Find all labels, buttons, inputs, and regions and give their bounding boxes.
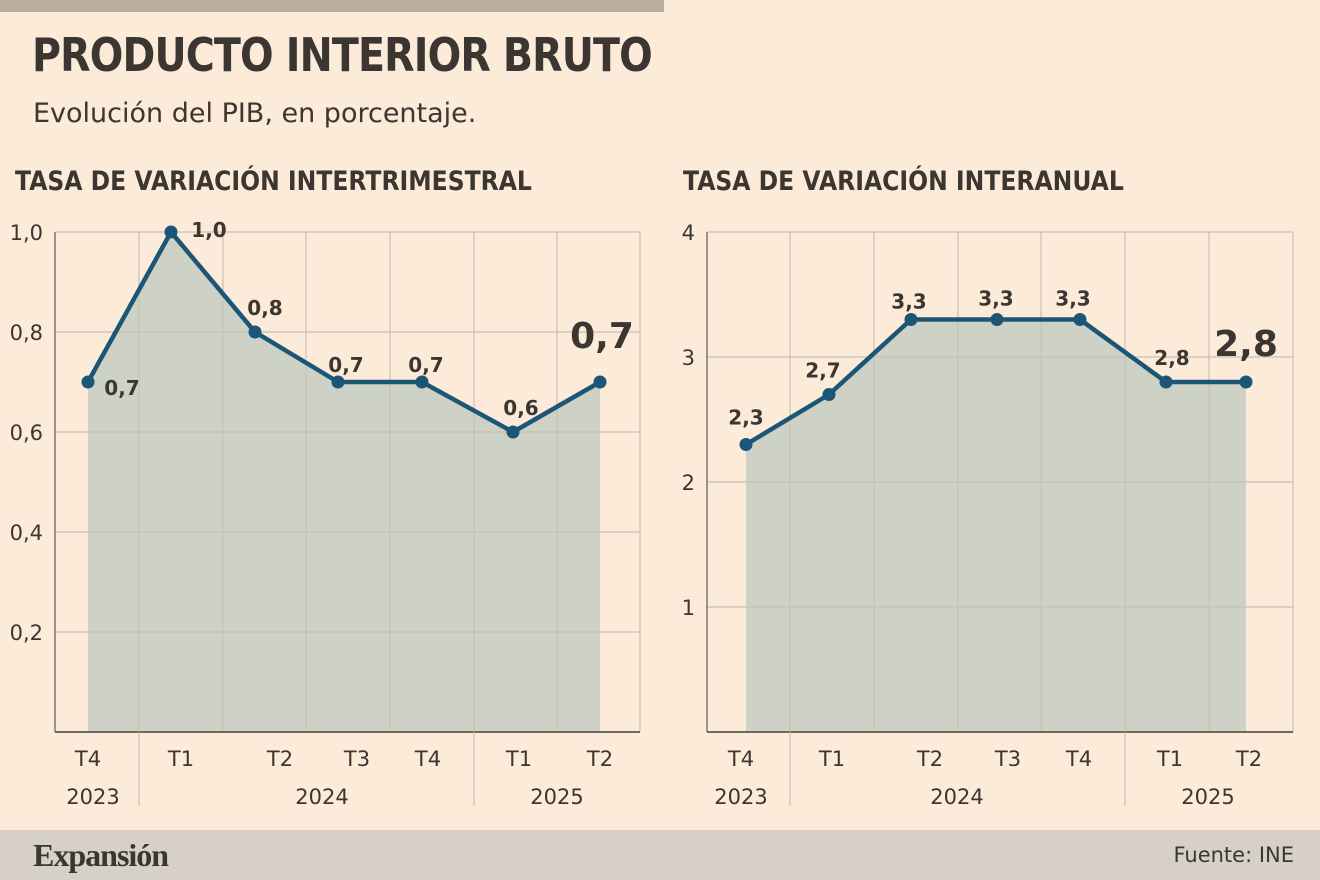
footer: Expansión Fuente: INE [0,830,1320,880]
chart-title-annual: TASA DE VARIACIÓN INTERANUAL [683,166,1124,197]
annual-x-tick-label: T4 [727,747,754,771]
annual-ytick-label: 4 [682,221,695,245]
annual-data-label: 2,8 [1154,346,1189,370]
quarterly-year-label: 2023 [66,785,119,809]
annual-area [746,319,1246,732]
annual-data-point [1239,375,1253,389]
annual-x-tick-label: T2 [916,747,943,771]
quarterly-ytick-label: 0,4 [10,521,43,545]
chart-title-quarterly: TASA DE VARIACIÓN INTERTRIMESTRAL [15,166,532,197]
quarterly-data-point [331,375,345,389]
charts-canvas: 0,2 0,4 0,6 0,8 1,0 0,7 1,0 0,8 0,7 0,7 0,6 0,7 T4 T1… [10,218,1294,809]
quarterly-year-label: 2025 [530,785,583,809]
annual-x-tick-label: T1 [1156,747,1183,771]
quarterly-data-point [81,375,95,389]
page-title: PRODUCTO INTERIOR BRUTO [32,28,653,82]
source-note: Fuente: INE [1173,843,1294,867]
annual-data-point [822,388,836,401]
quarterly-data-point [164,225,178,239]
quarterly-data-point [506,425,520,439]
annual-x-tick-label: T3 [994,747,1021,771]
top-accent-bar [0,0,664,12]
quarterly-data-label: 0,7 [104,376,139,400]
annual-x-tick-label: T1 [818,747,845,771]
annual-year-label: 2023 [714,785,767,809]
quarterly-ytick-label: 0,6 [10,421,43,445]
quarterly-data-label: 1,0 [191,218,226,242]
annual-x-tick-label: T2 [1235,747,1262,771]
quarterly-data-label: 0,6 [503,396,538,420]
quarterly-x-tick-label: T1 [167,747,194,771]
annual-data-point [739,438,753,451]
annual-data-label: 2,3 [728,406,763,430]
annual-data-point [1073,313,1087,326]
annual-data-point [990,313,1004,326]
quarterly-data-point [248,325,262,339]
brand-logo: Expansión [33,837,169,873]
annual-data-label: 3,3 [978,287,1013,311]
quarterly-year-label: 2024 [295,785,348,809]
annual-data-point [904,313,918,326]
annual-ytick-label: 2 [682,471,695,495]
annual-ytick-label: 1 [682,596,695,620]
annual-year-label: 2024 [930,785,983,809]
annual-data-point [1159,375,1173,389]
annual-x-tick-label: T4 [1065,747,1092,771]
quarterly-data-label: 0,7 [408,353,443,377]
annual-data-label-highlight: 2,8 [1214,324,1278,365]
quarterly-x-tick-label: T2 [266,747,293,771]
quarterly-data-label: 0,8 [247,296,282,320]
quarterly-x-tick-label: T4 [74,747,101,771]
quarterly-area [88,232,600,732]
quarterly-data-point [593,375,607,389]
quarterly-x-tick-label: T3 [343,747,370,771]
annual-data-label: 2,7 [805,359,840,383]
quarterly-ytick-label: 0,8 [10,321,43,345]
quarterly-data-label-highlight: 0,7 [570,316,634,357]
quarterly-data-point [415,375,429,389]
quarterly-x-tick-label: T2 [586,747,613,771]
annual-data-label: 3,3 [1055,287,1090,311]
quarterly-x-tick-label: T4 [414,747,441,771]
quarterly-x-tick-label: T1 [505,747,532,771]
page-subtitle: Evolución del PIB, en porcentaje. [33,98,477,129]
annual-ytick-label: 3 [682,346,695,370]
annual-year-label: 2025 [1181,785,1234,809]
quarterly-ytick-label: 1,0 [10,221,43,245]
annual-data-label: 3,3 [891,290,926,314]
quarterly-ytick-label: 0,2 [10,621,43,645]
quarterly-data-label: 0,7 [328,353,363,377]
